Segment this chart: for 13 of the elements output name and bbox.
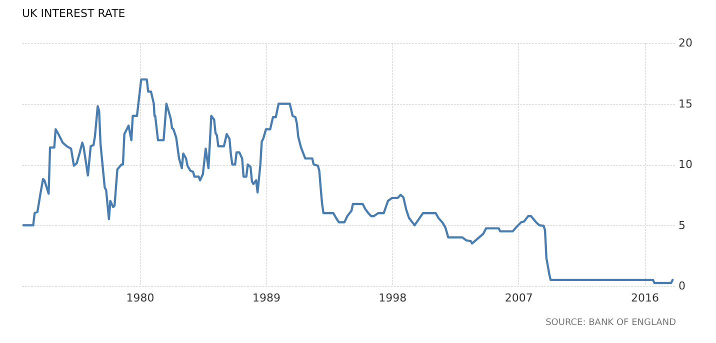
y-tick-label: 10 <box>678 158 692 171</box>
x-tick-label: 1989 <box>252 292 280 304</box>
line-series <box>22 78 674 284</box>
x-tick-label: 1998 <box>378 292 407 304</box>
y-tick-label: 5 <box>678 218 686 232</box>
x-tick-label: 2007 <box>504 292 533 304</box>
chart-title: UK INTEREST RATE <box>22 7 126 20</box>
source-note: SOURCE: BANK OF ENGLAND <box>546 318 676 328</box>
y-tick-label: 15 <box>678 97 692 110</box>
x-tick-label: 1980 <box>126 292 154 304</box>
x-tick-label: 2016 <box>631 292 660 304</box>
y-tick-label: 20 <box>678 36 692 50</box>
y-tick-label: 0 <box>678 280 686 292</box>
